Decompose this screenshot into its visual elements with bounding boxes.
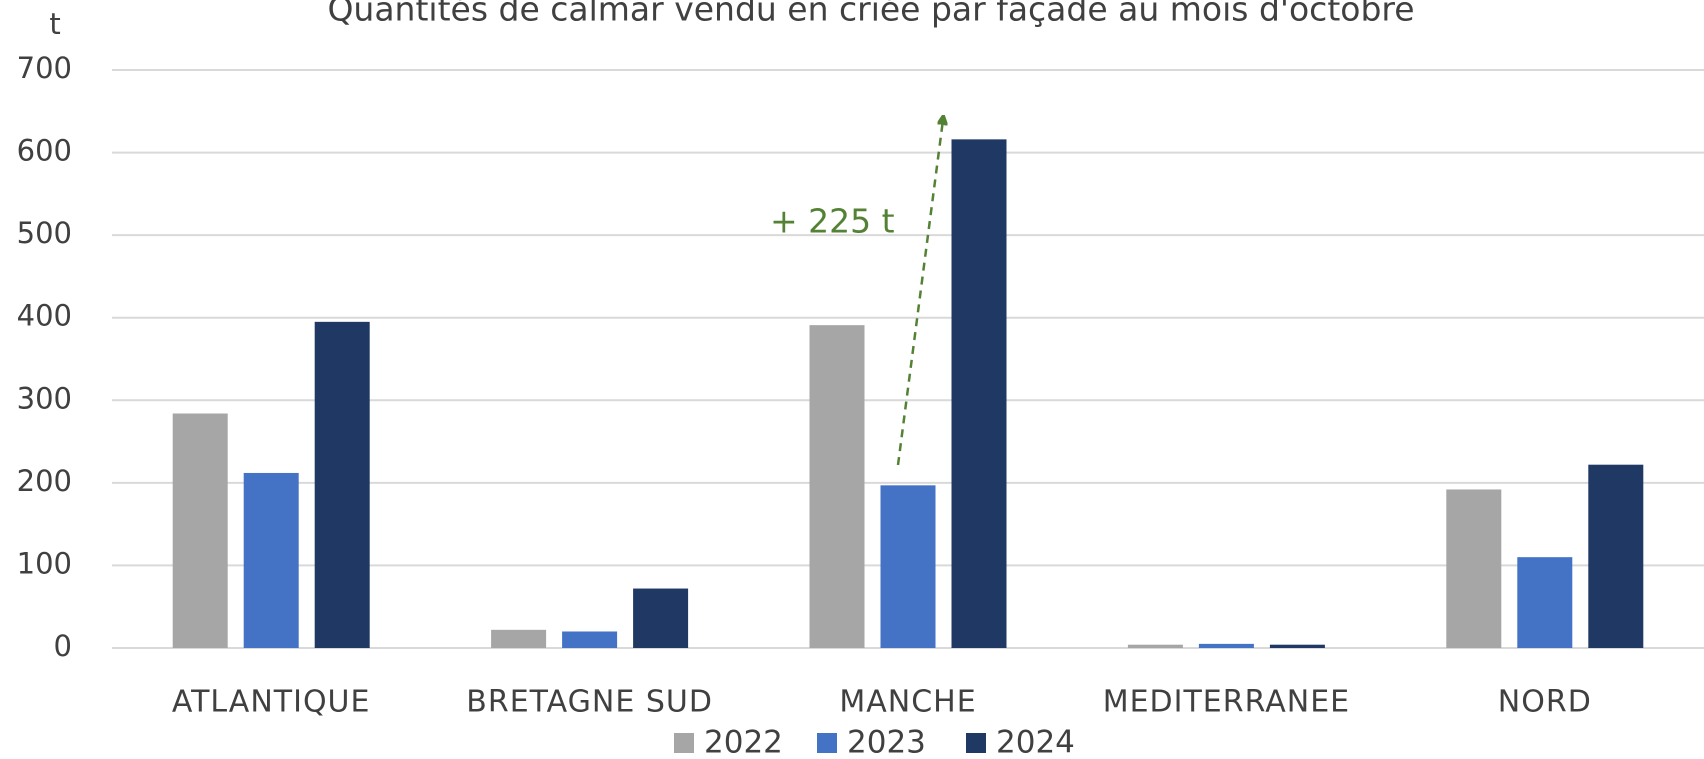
bar	[243, 472, 299, 648]
legend-label: 2023	[847, 725, 926, 759]
x-tick-label: ATLANTIQUE	[172, 685, 371, 720]
annotation-arrow	[896, 120, 943, 466]
y-axis-label: t	[49, 7, 60, 41]
y-tick-label: 500	[17, 216, 72, 250]
bar	[314, 321, 370, 648]
bar	[1517, 557, 1573, 648]
legend-swatch	[966, 733, 986, 753]
y-tick-label: 0	[54, 629, 72, 663]
bar	[1127, 644, 1183, 648]
y-tick-label: 300	[17, 381, 72, 415]
chart-title: Quantités de calmar vendu en criée par f…	[327, 0, 1414, 29]
bar	[809, 325, 865, 648]
bar	[1269, 644, 1325, 648]
bar	[562, 631, 618, 648]
x-tick-label: NORD	[1498, 685, 1592, 720]
bar	[172, 413, 228, 648]
legend-label: 2022	[704, 725, 783, 759]
y-tick-label: 100	[17, 546, 72, 580]
y-tick-label: 700	[17, 51, 72, 85]
bar	[1198, 643, 1254, 648]
bar	[1588, 464, 1644, 648]
legend-label: 2024	[996, 725, 1075, 759]
x-tick-label: BRETAGNE SUD	[466, 685, 713, 720]
bar	[1446, 489, 1502, 648]
x-tick-label: MEDITERRANEE	[1103, 685, 1350, 720]
y-tick-label: 200	[17, 464, 72, 498]
y-tick-label: 400	[17, 299, 72, 333]
annotation: + 225 t	[770, 202, 895, 241]
legend-swatch	[674, 733, 694, 753]
bar	[633, 588, 689, 648]
bar	[880, 485, 936, 648]
bar	[951, 139, 1007, 649]
y-tick-label: 600	[17, 134, 72, 168]
x-tick-label: MANCHE	[839, 685, 976, 720]
bar	[491, 629, 547, 648]
legend-swatch	[817, 733, 837, 753]
